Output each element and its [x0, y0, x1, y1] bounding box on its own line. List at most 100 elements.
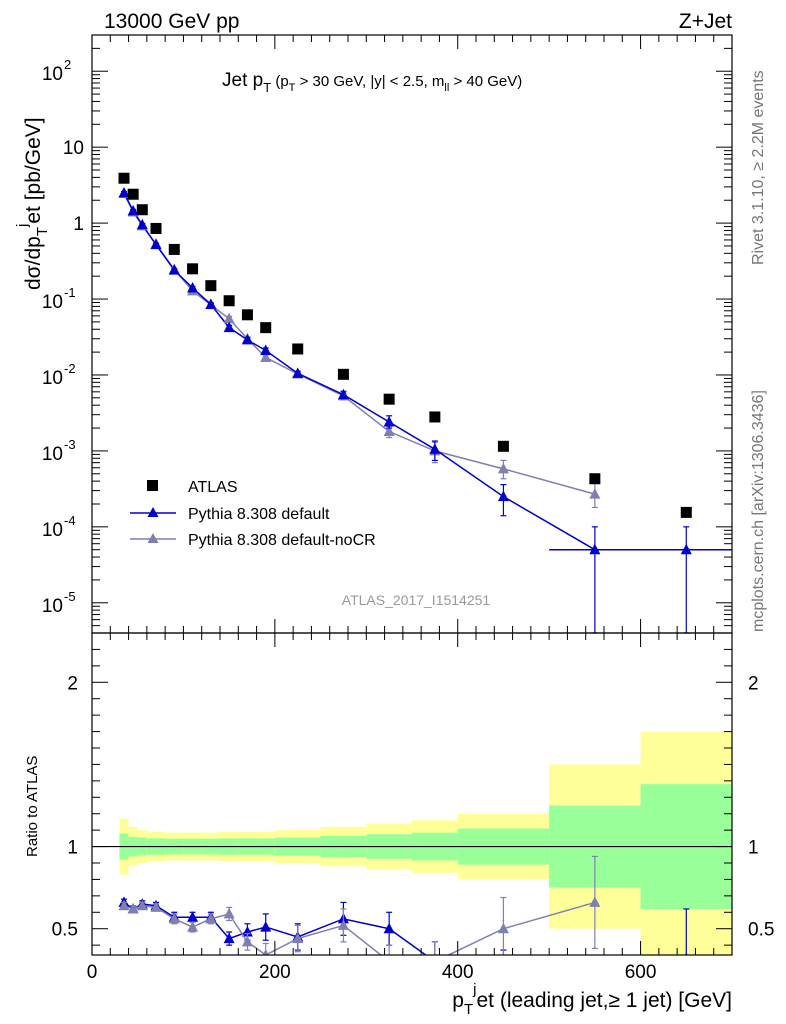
main-point-default — [127, 204, 139, 216]
x-axis-label: pTjet (leading jet,≥ 1 jet) [GeV] — [452, 981, 732, 1018]
legend-default-marker — [147, 507, 159, 517]
ratio-y-tick-label: 0.5 — [748, 920, 774, 941]
ratio-point-default — [187, 911, 199, 922]
x-tick-label: 0 — [87, 962, 98, 983]
ratio-point-nocr — [337, 919, 349, 930]
ratio-ylabel: Ratio to ATLAS — [24, 756, 41, 857]
ratio-point-nocr — [262, 949, 269, 955]
main-point-atlas — [292, 343, 304, 355]
main-point-atlas — [127, 188, 139, 200]
y-tick-label: 10 — [42, 596, 63, 617]
y-tick-label: 10 — [42, 368, 63, 389]
main-point-default — [136, 218, 148, 230]
main-point-atlas — [337, 368, 349, 380]
main-point-nocr — [223, 312, 235, 324]
y-tick-exponent: -5 — [64, 589, 76, 604]
ratio-y-tick-label: 1 — [748, 838, 759, 859]
ratio-point-default — [223, 932, 235, 944]
legend: ATLAS Pythia 8.308 default Pythia 8.308 … — [130, 479, 376, 549]
ratio-point-default — [498, 969, 509, 980]
ratio-y-tick-label: 2 — [748, 673, 759, 694]
ratio-point-nocr — [168, 912, 180, 924]
main-point-atlas — [223, 295, 235, 307]
ratio-point-nocr — [223, 907, 235, 919]
main-line-nocr — [123, 193, 596, 495]
ratio-panel: 0 200 400 600 0.5 0.5 1 1 2 2 — [52, 632, 774, 983]
y-tick-exponent: -3 — [64, 437, 76, 452]
header-right: Z+Jet — [679, 10, 732, 33]
y-tick-exponent: 2 — [64, 57, 71, 72]
ratio-point-nocr — [187, 921, 199, 932]
main-point-nocr — [497, 462, 509, 474]
main-point-default — [292, 367, 304, 378]
ratio-y-tick-label: 1 — [67, 838, 78, 859]
main-point-atlas — [187, 263, 199, 275]
y-tick-label: 10 — [42, 64, 63, 85]
main-point-default — [429, 443, 441, 454]
y-tick-exponent: -1 — [64, 285, 76, 300]
main-point-default — [150, 238, 162, 250]
main-ylabel: dσ/dpTjet [pb/GeV] — [14, 117, 51, 290]
legend-atlas-label: ATLAS — [188, 479, 238, 496]
ratio-point-nocr — [292, 932, 304, 944]
y-tick-label: 1 — [73, 214, 84, 235]
ratio-y-tick-label: 2 — [67, 673, 78, 694]
header-left: 13000 GeV pp — [104, 10, 239, 33]
ratio-point-nocr — [241, 935, 253, 947]
ratio-point-nocr — [384, 956, 395, 967]
main-data-marks — [118, 172, 732, 634]
main-point-atlas — [150, 222, 162, 234]
ratio-point-default — [429, 956, 440, 967]
x-tick-label: 600 — [625, 962, 657, 983]
main-point-default — [205, 298, 217, 309]
main-point-atlas — [383, 393, 395, 405]
main-point-atlas — [497, 440, 509, 452]
main-point-default — [337, 388, 349, 400]
main-point-nocr — [260, 351, 272, 362]
main-point-atlas — [589, 473, 601, 485]
ratio-point-nocr — [497, 922, 509, 934]
main-point-default — [241, 333, 253, 345]
main-line-default — [123, 192, 687, 551]
ratio-point-nocr — [589, 896, 601, 907]
main-point-atlas — [260, 322, 272, 334]
rivet-label: Rivet 3.1.10, ≥ 2.2M events — [750, 70, 767, 265]
ratio-point-default — [383, 922, 395, 934]
ratio-y-tick-label: 0.5 — [52, 920, 78, 941]
main-point-atlas — [118, 172, 130, 184]
y-tick-exponent: -2 — [64, 361, 76, 376]
main-point-atlas — [680, 506, 692, 518]
main-point-default — [168, 264, 180, 275]
legend-nocr-marker — [147, 533, 159, 543]
y-tick-label: 10 — [63, 138, 84, 159]
ratio-line-nocr — [123, 901, 596, 955]
analysis-watermark: ATLAS_2017_I1514251 — [342, 592, 491, 608]
ratio-point-default — [260, 921, 272, 932]
y-tick-exponent: -4 — [64, 513, 76, 528]
main-point-default — [260, 344, 272, 356]
main-point-default — [118, 186, 130, 198]
main-title: Jet pT (pT > 30 GeV, |y| < 2.5, mll > 40… — [222, 70, 522, 95]
ratio-point-nocr — [136, 899, 148, 911]
ratio-point-nocr — [118, 899, 130, 911]
ratio-point-nocr — [205, 912, 217, 924]
main-point-default — [680, 543, 692, 555]
legend-nocr-label: Pythia 8.308 default-noCR — [188, 532, 376, 549]
main-point-default — [383, 416, 395, 427]
main-point-atlas — [168, 243, 180, 255]
x-tick-label: 200 — [259, 962, 291, 983]
main-point-nocr — [383, 425, 395, 437]
main-point-atlas — [205, 280, 217, 292]
main-point-atlas — [241, 309, 253, 321]
ratio-frame — [91, 632, 733, 956]
ratio-data-marks — [92, 845, 732, 980]
ratio-ticks: 0 200 400 600 0.5 0.5 1 1 2 2 — [52, 633, 774, 983]
main-point-default — [497, 490, 509, 502]
x-tick-label: 400 — [442, 962, 474, 983]
legend-default-label: Pythia 8.308 default — [188, 506, 330, 523]
y-tick-label: 10 — [42, 444, 63, 465]
y-tick-label: 10 — [42, 292, 63, 313]
